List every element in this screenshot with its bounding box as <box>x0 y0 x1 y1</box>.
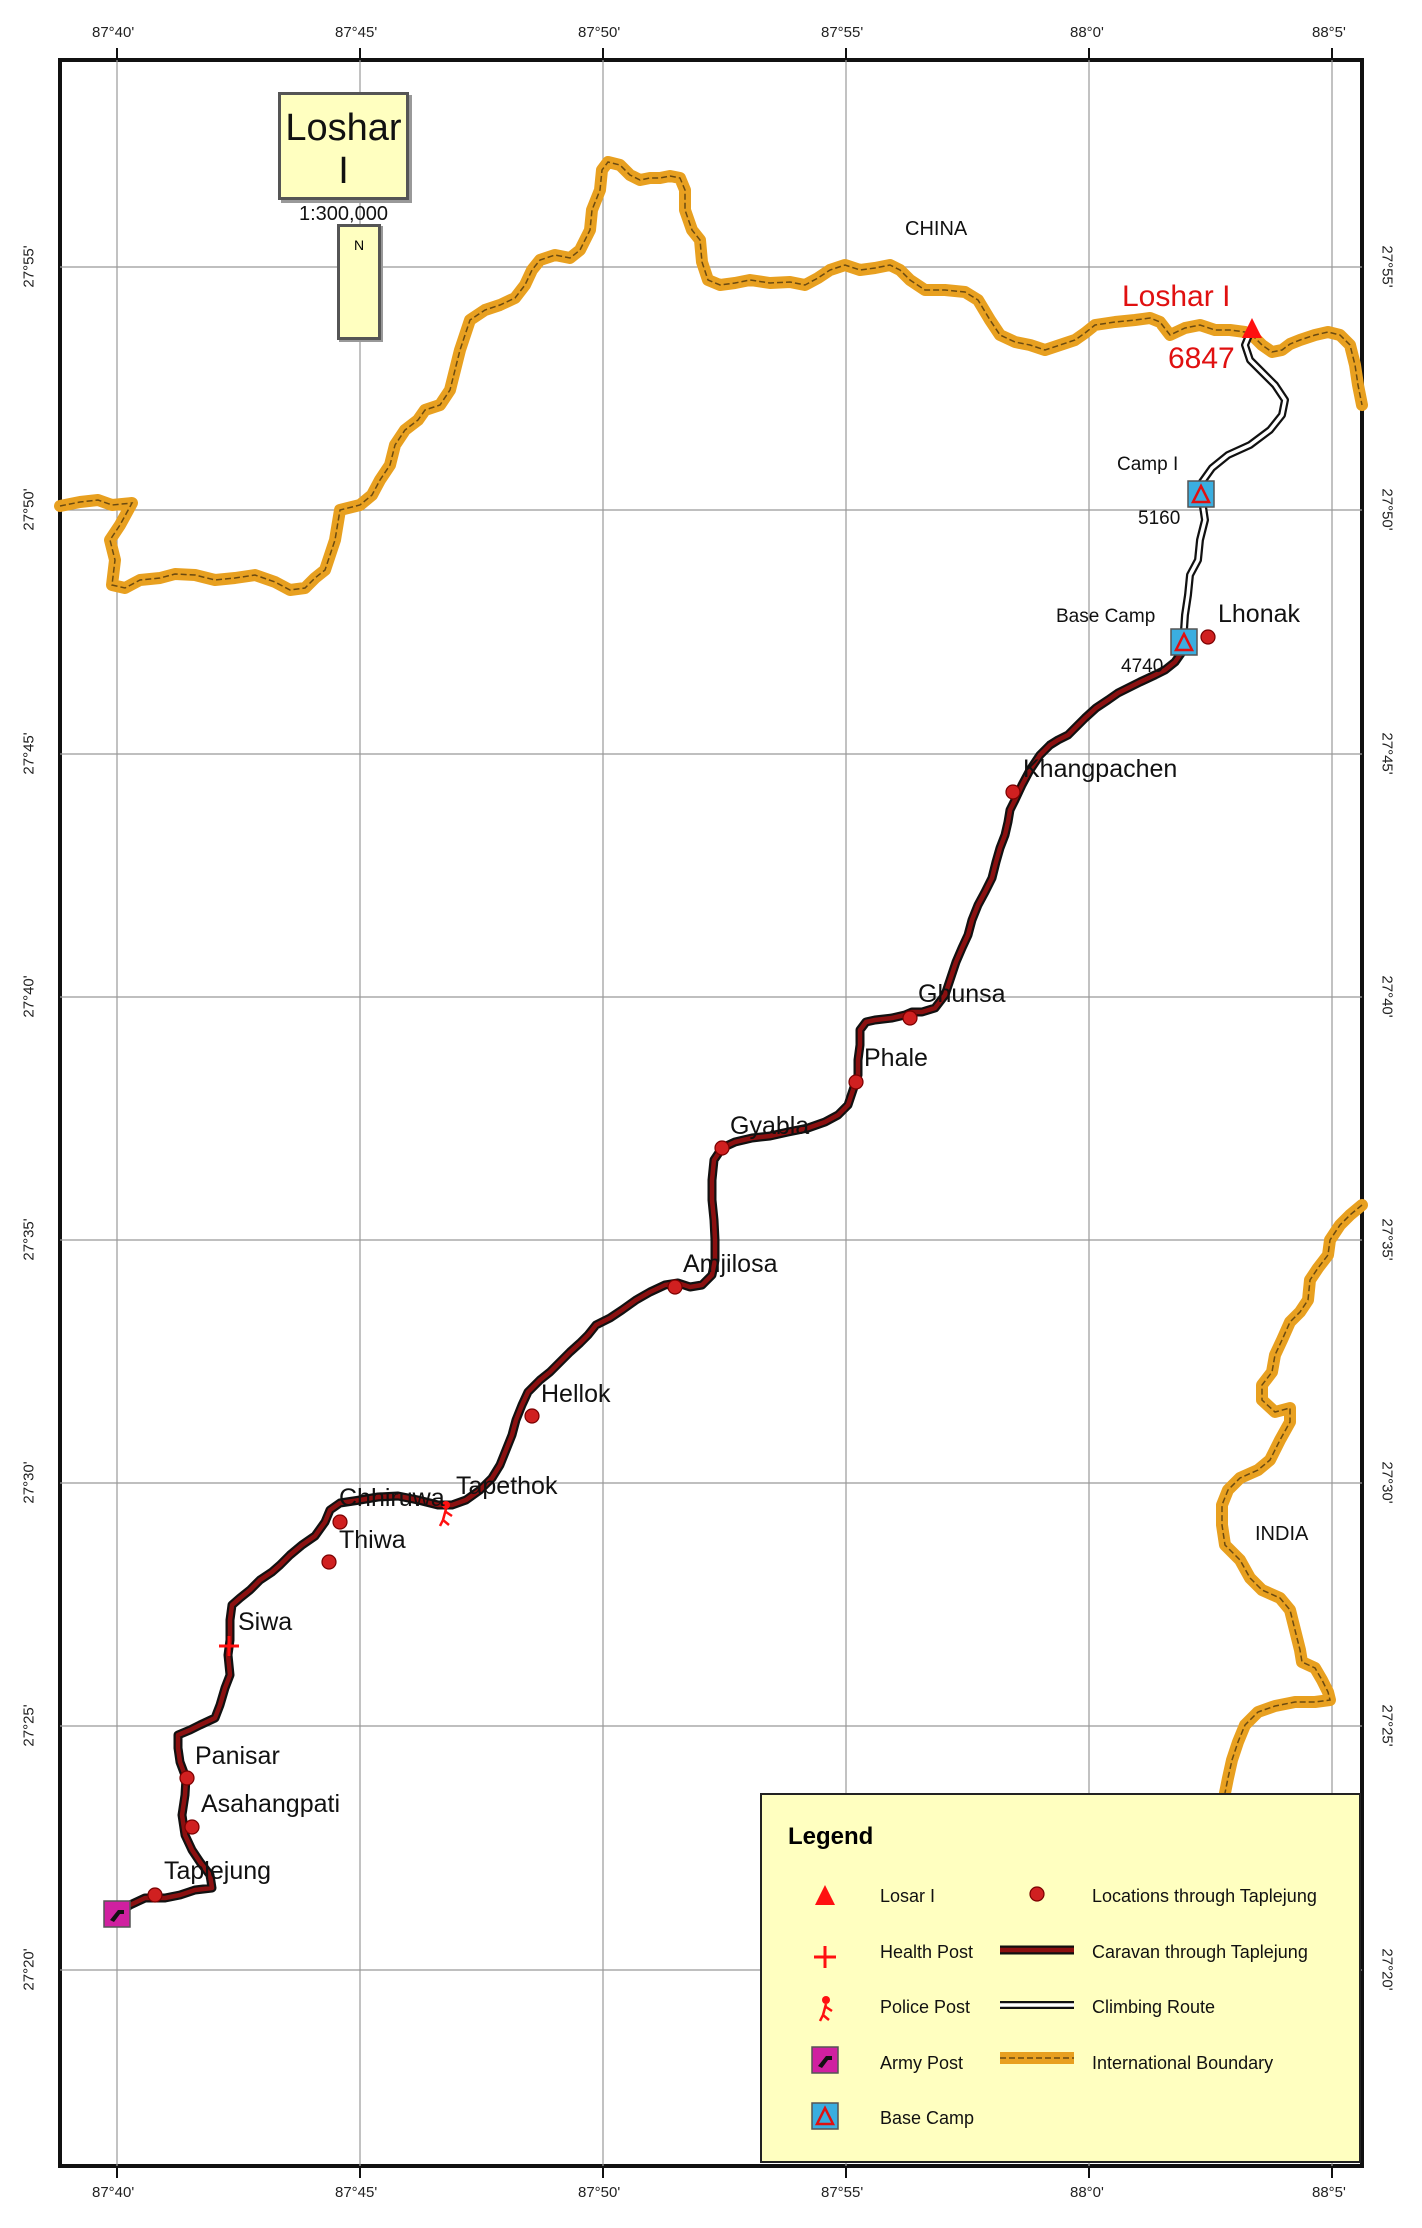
lon-label-top: 87°55' <box>821 24 864 41</box>
legend-label-climbing: Climbing Route <box>1092 1997 1216 2017</box>
police-post-icon[interactable] <box>438 1501 453 1527</box>
legend-title: Legend <box>788 1823 874 1850</box>
place-label-siwa: Siwa <box>238 1608 293 1636</box>
lon-label-bottom: 87°45' <box>335 2184 378 2201</box>
marker-ghunsa[interactable] <box>902 1010 918 1026</box>
lat-label-left: 27°25' <box>20 1704 38 1747</box>
marker-thiwa[interactable] <box>321 1554 337 1570</box>
country-label-china: CHINA <box>905 218 968 240</box>
marker-lhonak[interactable] <box>1200 629 1216 645</box>
place-label-amjilosa: Amjilosa <box>683 1250 778 1278</box>
lon-label-bottom: 88°0' <box>1070 2184 1104 2201</box>
lon-label-bottom: 87°50' <box>578 2184 621 2201</box>
lat-label-right: 27°40' <box>1378 975 1396 1018</box>
legend-label-base: Base Camp <box>880 2108 975 2128</box>
army-post-icon[interactable] <box>103 1900 131 1928</box>
legend-label-health: Health Post <box>880 1942 974 1962</box>
place-label-gyabla: Gyabla <box>730 1112 810 1140</box>
lon-label-bottom: 87°55' <box>821 2184 864 2201</box>
place-label-panisar: Panisar <box>195 1742 280 1770</box>
marker-taplejung[interactable] <box>147 1887 163 1903</box>
place-label-hellok: Hellok <box>541 1380 611 1408</box>
north-label: N <box>354 237 365 253</box>
lat-label-left: 27°35' <box>20 1218 38 1261</box>
lat-label-left: 27°30' <box>20 1461 38 1504</box>
legend-label-army: Army Post <box>880 2053 964 2073</box>
place-label-ghunsa: Ghunsa <box>918 980 1006 1008</box>
place-label-thiwa: Thiwa <box>339 1526 406 1554</box>
marker-panisar[interactable] <box>179 1770 195 1786</box>
legend-label-police: Police Post <box>880 1997 971 2017</box>
lat-label-right: 27°25' <box>1378 1704 1396 1747</box>
legend-label-peak: Losar I <box>880 1886 936 1906</box>
lat-label-right: 27°20' <box>1378 1948 1396 1991</box>
marker-asahangpati[interactable] <box>184 1819 200 1835</box>
north-arrow-box: N <box>337 224 381 340</box>
lat-label-right: 27°55' <box>1378 245 1396 288</box>
legend-label-caravan: Caravan through Taplejung <box>1092 1942 1308 1962</box>
map-scale: 1:300,000 <box>299 203 388 225</box>
lat-label-right: 27°35' <box>1378 1218 1396 1261</box>
legend-panel: Legend Losar I Locations through Tapleju… <box>760 1793 1361 2163</box>
location-markers <box>147 629 1216 1903</box>
peak-name-label: Loshar I <box>1122 280 1231 313</box>
boundary-china <box>54 156 1368 596</box>
frame-ticks <box>116 48 1333 2178</box>
place-label-khangpachen: Khangpachen <box>1023 755 1178 783</box>
lat-label-right: 27°50' <box>1378 488 1396 531</box>
lat-label-left: 27°55' <box>20 245 38 288</box>
place-label-tapethok: Tapethok <box>456 1472 558 1500</box>
caravan-route <box>114 649 1186 1918</box>
marker-gyabla[interactable] <box>714 1140 730 1156</box>
marker-khangpachen[interactable] <box>1005 784 1021 800</box>
base-camp-elevation: 4740 <box>1121 656 1164 677</box>
lat-label-left: 27°20' <box>20 1948 38 1991</box>
peak-icon[interactable] <box>1242 318 1262 338</box>
lon-label-bottom: 87°40' <box>92 2184 135 2201</box>
climbing-route <box>1178 326 1289 641</box>
map-title-box: Loshar I 1:300,000 <box>278 92 409 225</box>
lon-label-top: 87°50' <box>578 24 621 41</box>
lon-label-bottom: 88°5' <box>1312 2184 1346 2201</box>
country-label-india: INDIA <box>1255 1523 1309 1545</box>
lon-label-top: 88°0' <box>1070 24 1104 41</box>
place-label-lhonak: Lhonak <box>1218 600 1301 628</box>
camp1-elevation: 5160 <box>1138 508 1181 529</box>
camp1-label: Camp I <box>1117 454 1179 475</box>
camp1-icon[interactable] <box>1187 480 1215 508</box>
marker-hellok[interactable] <box>524 1408 540 1424</box>
base-camp-label: Base Camp <box>1056 606 1156 627</box>
lon-label-top: 87°40' <box>92 24 135 41</box>
legend-label-boundary: International Boundary <box>1092 2053 1274 2073</box>
marker-phale[interactable] <box>848 1074 864 1090</box>
lat-label-right: 27°45' <box>1378 732 1396 775</box>
lon-label-top: 88°5' <box>1312 24 1346 41</box>
map-title: Loshar I <box>285 107 402 192</box>
place-label-phale: Phale <box>864 1044 928 1072</box>
lat-label-left: 27°50' <box>20 488 38 531</box>
marker-amjilosa[interactable] <box>667 1279 683 1295</box>
boundary-india <box>1216 1199 1368 1799</box>
lat-label-left: 27°45' <box>20 732 38 775</box>
marker-chhiruwa[interactable] <box>332 1514 348 1530</box>
lat-label-right: 27°30' <box>1378 1461 1396 1504</box>
base-camp-icon[interactable] <box>1170 628 1198 656</box>
health-post-icon[interactable] <box>219 1636 239 1656</box>
peak-elevation-label: 6847 <box>1168 342 1235 375</box>
place-label-taplejung: Taplejung <box>164 1857 272 1885</box>
lon-label-top: 87°45' <box>335 24 378 41</box>
place-label-chhiruwa: Chhiruwa <box>339 1484 445 1512</box>
legend-label-locations: Locations through Taplejung <box>1092 1886 1317 1906</box>
place-label-asahangpati: Asahangpati <box>201 1790 341 1818</box>
lat-label-left: 27°40' <box>20 975 38 1018</box>
